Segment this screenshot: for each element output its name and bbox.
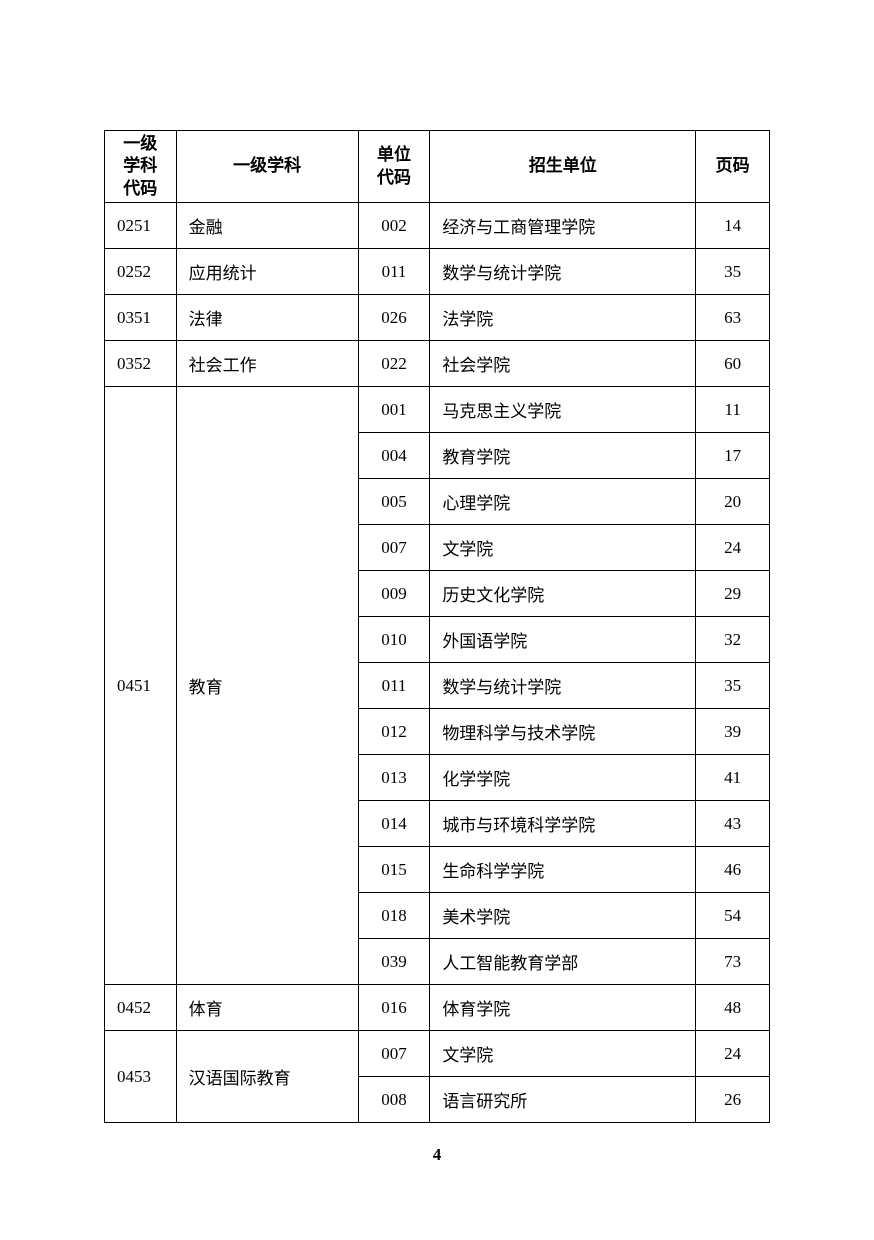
cell-code2: 007 <box>358 525 430 571</box>
header-subject: 一级学科 <box>176 131 358 203</box>
cell-code2: 018 <box>358 893 430 939</box>
cell-page: 63 <box>696 295 770 341</box>
cell-subject: 法律 <box>176 295 358 341</box>
cell-unit: 语言研究所 <box>430 1077 696 1123</box>
cell-unit: 体育学院 <box>430 985 696 1031</box>
cell-unit: 经济与工商管理学院 <box>430 203 696 249</box>
cell-unit: 生命科学学院 <box>430 847 696 893</box>
cell-code2: 012 <box>358 709 430 755</box>
header-code1: 一级学科代码 <box>105 131 177 203</box>
cell-page: 14 <box>696 203 770 249</box>
cell-subject: 社会工作 <box>176 341 358 387</box>
cell-code2: 022 <box>358 341 430 387</box>
cell-code2: 001 <box>358 387 430 433</box>
cell-page: 43 <box>696 801 770 847</box>
cell-page: 24 <box>696 1031 770 1077</box>
cell-unit: 美术学院 <box>430 893 696 939</box>
cell-code2: 016 <box>358 985 430 1031</box>
cell-unit: 化学学院 <box>430 755 696 801</box>
cell-unit: 外国语学院 <box>430 617 696 663</box>
cell-page: 46 <box>696 847 770 893</box>
cell-unit: 法学院 <box>430 295 696 341</box>
cell-subject: 教育 <box>176 387 358 985</box>
page-number: 4 <box>0 1145 874 1165</box>
cell-page: 26 <box>696 1077 770 1123</box>
cell-code1: 0352 <box>105 341 177 387</box>
cell-page: 17 <box>696 433 770 479</box>
cell-code2: 011 <box>358 249 430 295</box>
cell-code2: 014 <box>358 801 430 847</box>
header-page: 页码 <box>696 131 770 203</box>
cell-subject: 汉语国际教育 <box>176 1031 358 1123</box>
cell-page: 41 <box>696 755 770 801</box>
table-header: 一级学科代码 一级学科 单位代码 招生单位 页码 <box>105 131 770 203</box>
cell-page: 32 <box>696 617 770 663</box>
page-container: 一级学科代码 一级学科 单位代码 招生单位 页码 0251金融002经济与工商管… <box>0 0 874 1123</box>
cell-unit: 数学与统计学院 <box>430 249 696 295</box>
cell-page: 35 <box>696 663 770 709</box>
table-row: 0251金融002经济与工商管理学院14 <box>105 203 770 249</box>
cell-code1: 0452 <box>105 985 177 1031</box>
table-row: 0351法律026法学院63 <box>105 295 770 341</box>
cell-page: 48 <box>696 985 770 1031</box>
cell-unit: 社会学院 <box>430 341 696 387</box>
cell-code2: 005 <box>358 479 430 525</box>
table-row: 0452体育016体育学院48 <box>105 985 770 1031</box>
cell-code2: 010 <box>358 617 430 663</box>
cell-page: 39 <box>696 709 770 755</box>
cell-page: 73 <box>696 939 770 985</box>
cell-unit: 文学院 <box>430 525 696 571</box>
cell-code2: 013 <box>358 755 430 801</box>
cell-unit: 城市与环境科学学院 <box>430 801 696 847</box>
cell-subject: 体育 <box>176 985 358 1031</box>
cell-code2: 007 <box>358 1031 430 1077</box>
cell-unit: 文学院 <box>430 1031 696 1077</box>
cell-code1: 0453 <box>105 1031 177 1123</box>
subject-table: 一级学科代码 一级学科 单位代码 招生单位 页码 0251金融002经济与工商管… <box>104 130 770 1123</box>
cell-unit: 马克思主义学院 <box>430 387 696 433</box>
cell-code2: 002 <box>358 203 430 249</box>
cell-page: 54 <box>696 893 770 939</box>
cell-code1: 0251 <box>105 203 177 249</box>
cell-subject: 应用统计 <box>176 249 358 295</box>
cell-unit: 人工智能教育学部 <box>430 939 696 985</box>
cell-unit: 历史文化学院 <box>430 571 696 617</box>
cell-code2: 011 <box>358 663 430 709</box>
cell-code2: 015 <box>358 847 430 893</box>
cell-code2: 008 <box>358 1077 430 1123</box>
cell-page: 60 <box>696 341 770 387</box>
cell-unit: 数学与统计学院 <box>430 663 696 709</box>
cell-page: 24 <box>696 525 770 571</box>
cell-code1: 0252 <box>105 249 177 295</box>
table-row: 0453汉语国际教育007文学院24 <box>105 1031 770 1077</box>
cell-page: 29 <box>696 571 770 617</box>
cell-unit: 物理科学与技术学院 <box>430 709 696 755</box>
cell-page: 11 <box>696 387 770 433</box>
cell-code1: 0451 <box>105 387 177 985</box>
table-row: 0252应用统计011数学与统计学院35 <box>105 249 770 295</box>
table-row: 0352社会工作022社会学院60 <box>105 341 770 387</box>
cell-code2: 004 <box>358 433 430 479</box>
cell-subject: 金融 <box>176 203 358 249</box>
cell-code2: 009 <box>358 571 430 617</box>
cell-code2: 026 <box>358 295 430 341</box>
header-row: 一级学科代码 一级学科 单位代码 招生单位 页码 <box>105 131 770 203</box>
cell-unit: 教育学院 <box>430 433 696 479</box>
cell-code2: 039 <box>358 939 430 985</box>
cell-page: 20 <box>696 479 770 525</box>
header-code2: 单位代码 <box>358 131 430 203</box>
table-body: 0251金融002经济与工商管理学院140252应用统计011数学与统计学院35… <box>105 203 770 1123</box>
cell-code1: 0351 <box>105 295 177 341</box>
header-unit: 招生单位 <box>430 131 696 203</box>
cell-page: 35 <box>696 249 770 295</box>
table-row: 0451教育001马克思主义学院11 <box>105 387 770 433</box>
cell-unit: 心理学院 <box>430 479 696 525</box>
